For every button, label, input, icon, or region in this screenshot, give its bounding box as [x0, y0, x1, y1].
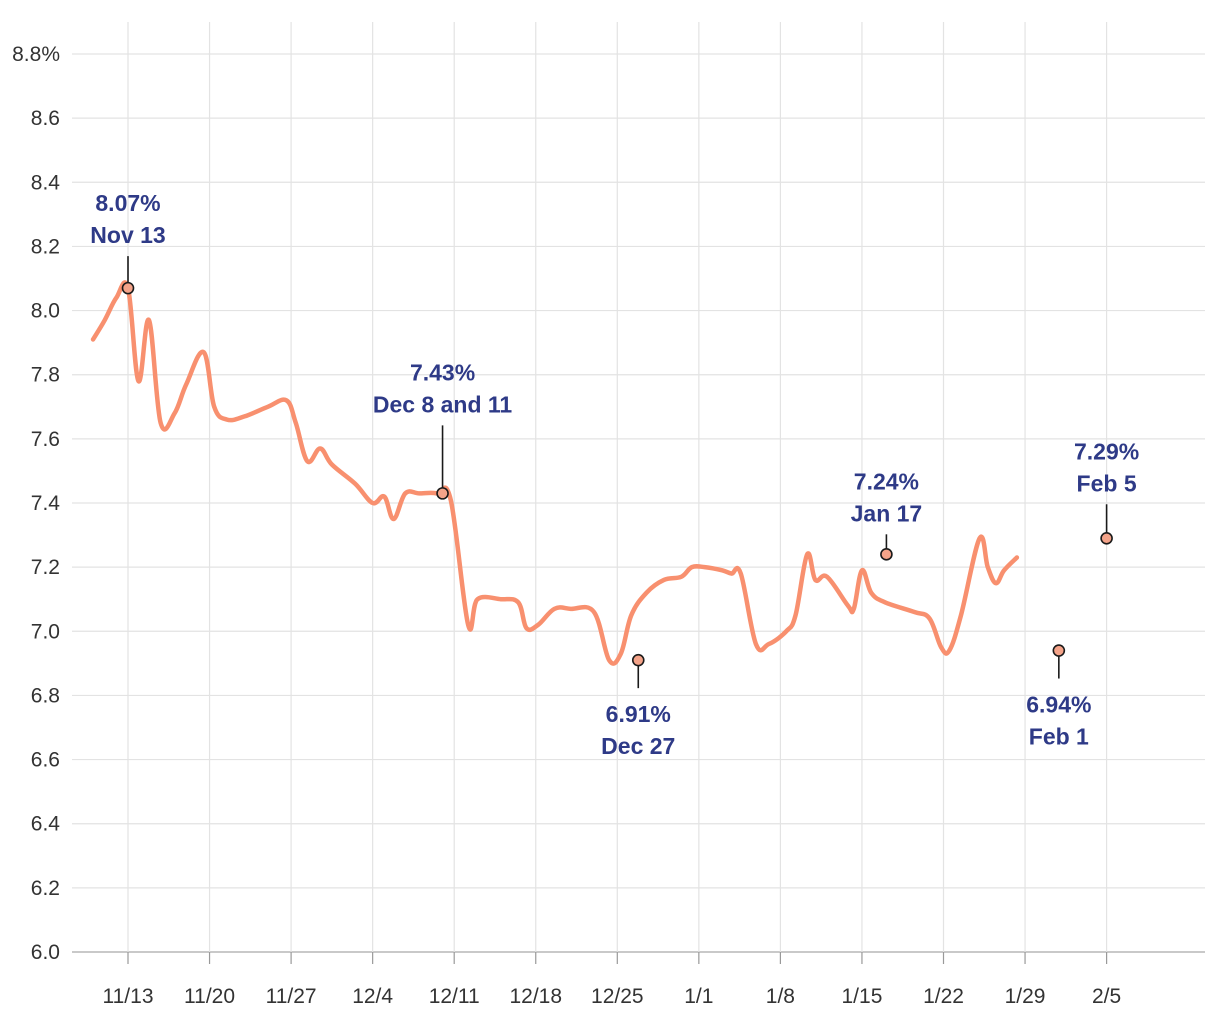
y-tick-label: 8.8%	[12, 43, 60, 66]
annotation-marker	[121, 281, 135, 295]
x-tick-label: 11/27	[266, 985, 317, 1008]
annotations-layer: Nov 13 8.07% Dec 8 and 11 7.43% 6.91% Dec 27 J…	[90, 190, 1139, 759]
annotation-marker	[436, 487, 449, 500]
x-tick-label: 12/4	[352, 985, 393, 1008]
x-tick-label: 11/13	[103, 985, 154, 1008]
annotation-date-label: Feb 5	[1077, 470, 1137, 496]
annotation: Nov 13 8.07%	[90, 190, 166, 295]
annotation-date-label: Jan 17	[851, 500, 923, 526]
annotation: Jan 17 7.24%	[851, 468, 923, 561]
annotation-rate-label: 7.43%	[410, 359, 475, 385]
y-tick-label: 6.2	[31, 877, 60, 900]
x-tick-label: 11/20	[184, 985, 235, 1008]
y-tick-label: 8.0	[31, 300, 60, 323]
annotation-rate-label: 6.91%	[606, 701, 671, 727]
y-tick-label: 7.8	[31, 364, 60, 387]
x-tick-label: 12/11	[429, 985, 480, 1008]
annotation-rate-label: 8.07%	[95, 190, 160, 216]
y-tick-label: 8.2	[31, 235, 60, 258]
annotation-rate-label: 6.94%	[1026, 692, 1091, 718]
y-tick-label: 7.0	[31, 620, 60, 643]
annotation-date-label: Nov 13	[90, 222, 165, 248]
y-tick-label: 6.4	[31, 813, 61, 836]
y-tick-label: 6.0	[31, 941, 60, 964]
annotation-date-label: Feb 1	[1029, 724, 1089, 750]
x-tick-label: 1/8	[766, 985, 795, 1008]
vertical-gridlines	[127, 22, 1108, 952]
horizontal-gridlines	[72, 53, 1205, 953]
x-tick-label: 2/5	[1092, 985, 1121, 1008]
y-tick-label: 6.8	[31, 684, 60, 707]
x-tick-label: 1/15	[842, 985, 883, 1008]
x-tick-label: 12/25	[591, 985, 644, 1008]
annotation: 6.91% Dec 27	[601, 653, 675, 759]
annotation-date-label: Dec 27	[601, 733, 675, 759]
y-tick-label: 7.2	[31, 556, 60, 579]
annotation-rate-label: 7.24%	[854, 468, 919, 494]
annotation-date-label: Dec 8 and 11	[373, 391, 513, 417]
y-tick-label: 6.6	[31, 749, 60, 772]
annotation-marker	[1100, 531, 1113, 545]
y-tick-label: 7.4	[31, 492, 61, 515]
x-tick-label: 12/18	[509, 985, 562, 1008]
annotation: Dec 8 and 11 7.43%	[373, 359, 513, 500]
series-layer	[90, 280, 1020, 666]
annotation-rate-label: 7.29%	[1074, 438, 1139, 464]
annotation-marker	[1052, 644, 1066, 657]
x-tick-label: 1/29	[1005, 985, 1046, 1008]
y-tick-label: 8.4	[31, 171, 61, 194]
y-axis: 6.0 6.2 6.4 6.6 6.8 7.0 7.2 7.4 7.6 7.8 8.0 8.2 8.4 8…	[12, 43, 60, 964]
series-line	[90, 280, 1020, 666]
x-tick-label: 1/22	[923, 985, 964, 1008]
annotation-marker	[880, 548, 893, 561]
x-axis: 11/13 11/20 11/27 12/4 12/11 12/18 12/25 1/1 1/8…	[103, 952, 1121, 1008]
annotation-marker	[631, 653, 645, 667]
y-tick-label: 8.6	[31, 107, 60, 130]
annotation: 6.94% Feb 1	[1026, 644, 1091, 750]
y-tick-label: 7.6	[31, 428, 60, 451]
x-tick-label: 1/1	[684, 985, 713, 1008]
annotation: Feb 5 7.29%	[1074, 438, 1139, 545]
